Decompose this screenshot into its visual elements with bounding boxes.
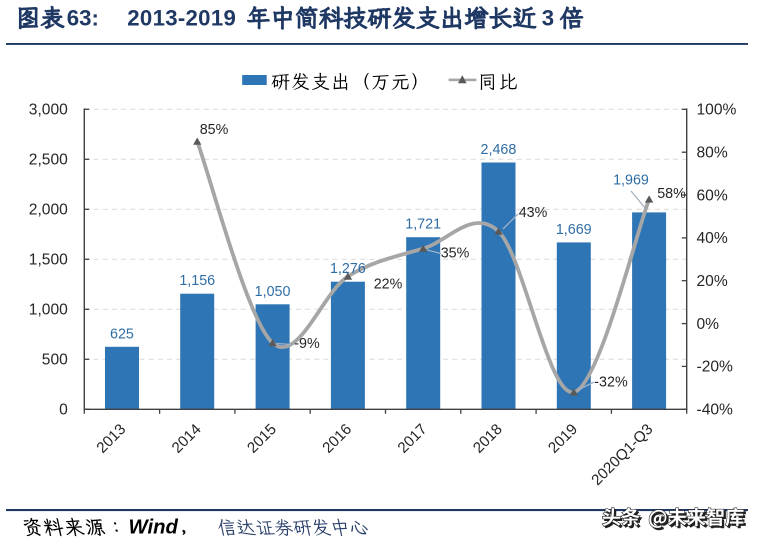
svg-text:22%: 22% xyxy=(374,277,403,293)
svg-text:0: 0 xyxy=(59,402,68,419)
svg-text:625: 625 xyxy=(110,326,134,342)
svg-text:2,500: 2,500 xyxy=(29,152,68,169)
svg-text:500: 500 xyxy=(42,352,68,369)
svg-text:2,468: 2,468 xyxy=(481,142,517,158)
svg-text:-32%: -32% xyxy=(594,375,628,391)
svg-text:1,969: 1,969 xyxy=(613,173,649,189)
svg-text:-40%: -40% xyxy=(697,402,734,419)
svg-text:58%: 58% xyxy=(657,186,686,202)
svg-text:35%: 35% xyxy=(441,246,470,262)
svg-text:0%: 0% xyxy=(697,316,720,333)
svg-text:80%: 80% xyxy=(697,144,728,161)
svg-text:60%: 60% xyxy=(697,187,728,204)
svg-text:1,721: 1,721 xyxy=(405,217,441,233)
svg-text:2013-2019: 2013-2019 xyxy=(127,6,236,31)
svg-text:1,276: 1,276 xyxy=(330,261,366,277)
svg-text:2,000: 2,000 xyxy=(29,202,68,219)
svg-text:1,050: 1,050 xyxy=(255,284,291,300)
svg-text:85%: 85% xyxy=(200,122,229,138)
svg-text:3: 3 xyxy=(542,6,554,31)
svg-text:43%: 43% xyxy=(519,205,548,221)
svg-text:40%: 40% xyxy=(697,230,728,247)
svg-text:63:: 63: xyxy=(67,6,99,31)
svg-text:1,156: 1,156 xyxy=(179,273,215,289)
svg-text:1,500: 1,500 xyxy=(29,252,68,269)
svg-text:1,669: 1,669 xyxy=(556,222,592,238)
svg-text:100%: 100% xyxy=(697,102,737,119)
svg-text:-20%: -20% xyxy=(697,359,734,376)
svg-text:-9%: -9% xyxy=(294,336,320,352)
svg-text:Wind: Wind xyxy=(129,517,179,539)
svg-text:20%: 20% xyxy=(697,273,728,290)
svg-text:3,000: 3,000 xyxy=(29,102,68,119)
svg-text:1,000: 1,000 xyxy=(29,302,68,319)
